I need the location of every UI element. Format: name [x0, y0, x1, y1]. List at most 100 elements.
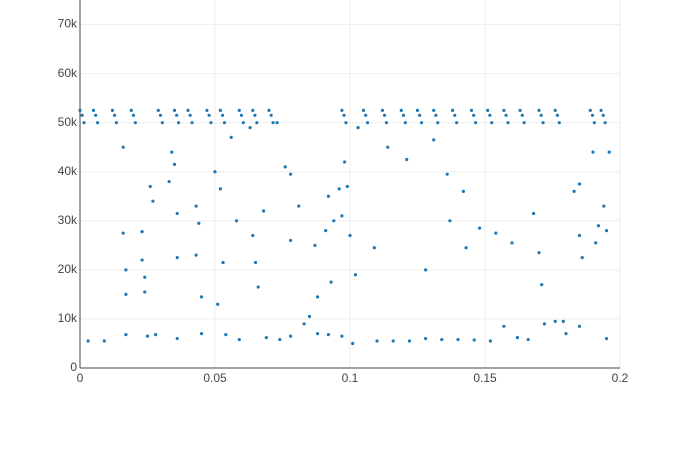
point — [326, 333, 330, 337]
point — [473, 121, 478, 125]
point — [364, 113, 368, 117]
point — [418, 113, 422, 117]
point — [78, 108, 82, 112]
point — [235, 219, 239, 223]
point — [94, 113, 98, 117]
point — [133, 121, 137, 125]
point — [599, 108, 603, 112]
point — [140, 229, 144, 234]
point — [557, 121, 561, 125]
point — [307, 314, 312, 319]
point — [432, 138, 436, 142]
point — [186, 108, 190, 112]
point — [275, 121, 279, 125]
point — [158, 113, 163, 117]
point — [604, 336, 609, 341]
point — [297, 204, 301, 208]
point — [197, 221, 201, 225]
point — [415, 108, 420, 112]
point — [382, 113, 387, 117]
point — [222, 121, 227, 125]
point — [176, 121, 181, 125]
point — [160, 121, 164, 125]
point — [522, 121, 526, 125]
point — [419, 121, 424, 125]
y-tick-label: 20k — [58, 262, 78, 276]
point — [453, 113, 457, 117]
point — [403, 121, 407, 125]
point — [345, 184, 349, 189]
point — [262, 209, 266, 213]
y-tick-label: 50k — [58, 115, 78, 129]
point — [172, 108, 177, 112]
point — [401, 113, 406, 117]
point — [486, 108, 490, 112]
point — [399, 108, 403, 112]
x-tick-label: 0 — [77, 371, 84, 385]
point — [537, 108, 541, 112]
x-tick-label: 0.2 — [612, 371, 629, 385]
point — [143, 290, 147, 294]
point — [102, 339, 106, 343]
point — [124, 268, 128, 272]
point — [356, 125, 360, 130]
point — [199, 332, 204, 336]
point — [194, 204, 198, 208]
point — [283, 165, 287, 169]
point — [229, 135, 233, 139]
point — [424, 336, 428, 341]
point — [344, 121, 348, 125]
point — [472, 113, 476, 117]
point — [343, 160, 347, 164]
point — [264, 335, 268, 340]
point — [110, 108, 114, 112]
point — [488, 113, 492, 117]
point — [224, 333, 228, 337]
point — [340, 214, 344, 218]
point — [520, 113, 524, 117]
point — [348, 233, 352, 238]
point — [384, 121, 389, 125]
point — [592, 121, 596, 125]
point — [504, 113, 508, 117]
point — [221, 260, 225, 265]
point — [602, 204, 606, 208]
point — [121, 145, 125, 149]
point — [532, 211, 536, 216]
point — [340, 334, 344, 338]
point — [386, 145, 390, 149]
point — [502, 324, 506, 328]
point — [95, 121, 100, 125]
point — [239, 113, 244, 117]
point — [353, 273, 357, 277]
point — [289, 334, 293, 338]
point — [256, 285, 260, 289]
point — [577, 324, 582, 328]
point — [248, 125, 252, 130]
y-tick-label: 10k — [58, 311, 78, 325]
y-tick-label: 60k — [58, 66, 78, 80]
point — [340, 108, 344, 112]
point — [216, 302, 220, 306]
point — [603, 121, 607, 125]
point — [434, 113, 438, 117]
point — [218, 108, 222, 112]
point — [316, 332, 320, 336]
point — [541, 121, 545, 125]
point — [175, 336, 179, 341]
point — [461, 189, 465, 193]
point — [289, 172, 293, 176]
point — [580, 256, 584, 260]
point — [577, 182, 582, 186]
point — [494, 231, 498, 235]
point — [391, 339, 395, 343]
point — [175, 211, 179, 216]
point — [351, 341, 355, 346]
point — [209, 121, 213, 125]
point — [375, 339, 379, 343]
point — [361, 108, 366, 112]
point — [188, 113, 192, 117]
point — [271, 121, 275, 125]
